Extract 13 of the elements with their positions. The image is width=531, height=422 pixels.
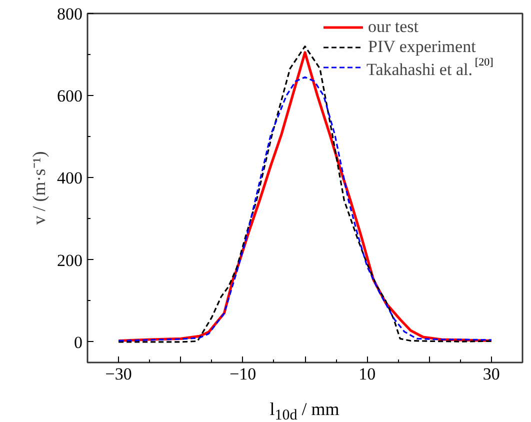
y-tick-label: 400 [57,168,82,188]
x-tick-label: −30 [105,364,132,384]
x-tick-label: −10 [230,364,256,384]
legend-label: PIV experiment [368,37,477,57]
y-tick-label: 200 [57,250,82,270]
y-axis-title: v / (m·s⁻¹) [29,151,49,225]
legend-label: our test [368,17,420,37]
y-tick-label: 800 [57,4,82,24]
x-tick-label: 10 [358,364,376,384]
x-tick-label: 30 [482,364,500,384]
y-tick-label: 600 [57,86,82,106]
x-axis-title: l$_{10d}$ / mm [270,398,340,422]
y-tick-label: 0 [74,332,82,352]
